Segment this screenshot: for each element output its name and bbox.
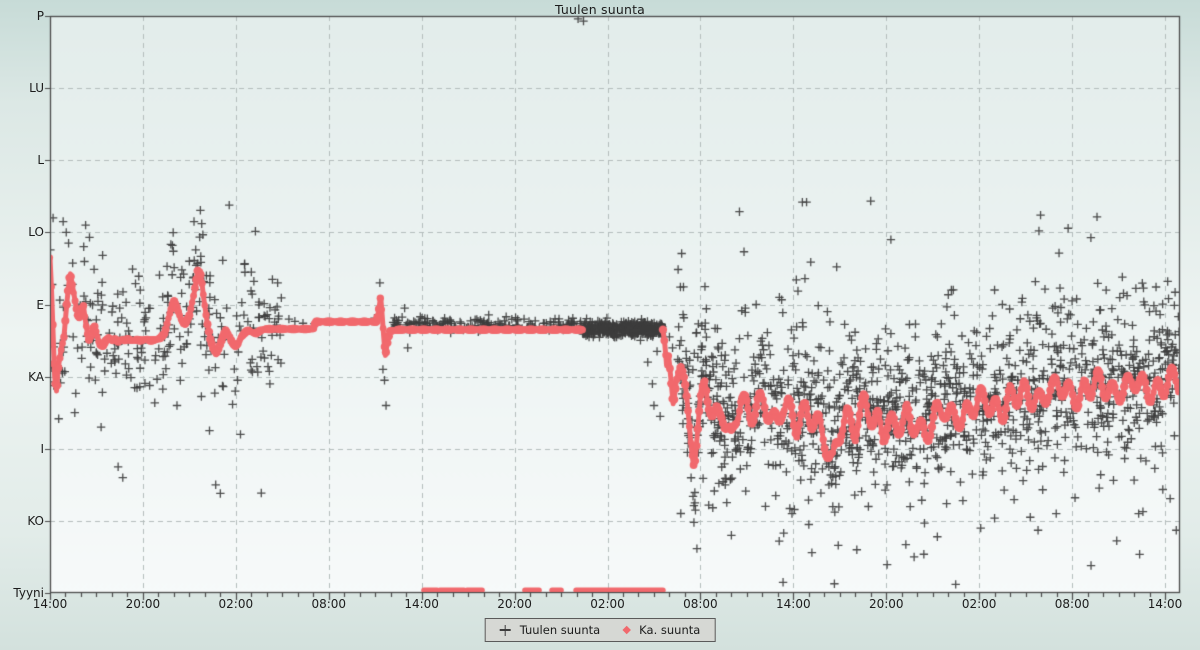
x-tick-label: 08:00 xyxy=(683,597,718,611)
y-tick-label: E xyxy=(36,297,44,312)
x-tick-label: 08:00 xyxy=(1054,597,1090,611)
legend-item-ka-suunta: Ka. suunta xyxy=(622,622,701,637)
y-tick-label: KO xyxy=(27,513,44,528)
y-tick-label: L xyxy=(37,153,44,168)
y-tick-label: KA xyxy=(28,369,44,384)
diamond-marker-icon xyxy=(622,625,632,635)
x-tick-label: 14:00 xyxy=(404,597,439,611)
x-tick-label: 08:00 xyxy=(311,597,347,611)
chart-title: Tuulen suunta xyxy=(554,2,646,17)
x-tick-label: 14:00 xyxy=(1147,597,1183,611)
legend-label: Tuulen suunta xyxy=(519,622,601,637)
y-tick-label: I xyxy=(40,441,44,456)
y-tick-label: P xyxy=(36,9,44,23)
x-tick-label: 02:00 xyxy=(218,597,254,611)
y-tick-label: Tyyni xyxy=(13,586,44,600)
x-tick-label: 14:00 xyxy=(32,597,68,611)
y-tick-label: LO xyxy=(28,225,44,240)
x-tick-label: 14:00 xyxy=(776,597,811,611)
x-tick-label: 02:00 xyxy=(590,597,625,611)
x-tick-label: 02:00 xyxy=(961,597,997,611)
legend-label: Ka. suunta xyxy=(639,622,701,637)
x-tick-label: 20:00 xyxy=(497,597,532,611)
x-tick-label: 20:00 xyxy=(868,597,904,611)
plus-marker-icon xyxy=(499,624,511,636)
y-tick-label: LU xyxy=(29,81,44,96)
x-tick-label: 20:00 xyxy=(125,597,161,611)
legend-item-tuulen-suunta: Tuulen suunta xyxy=(499,622,601,637)
chart-legend: Tuulen suunta Ka. suunta xyxy=(484,618,716,642)
